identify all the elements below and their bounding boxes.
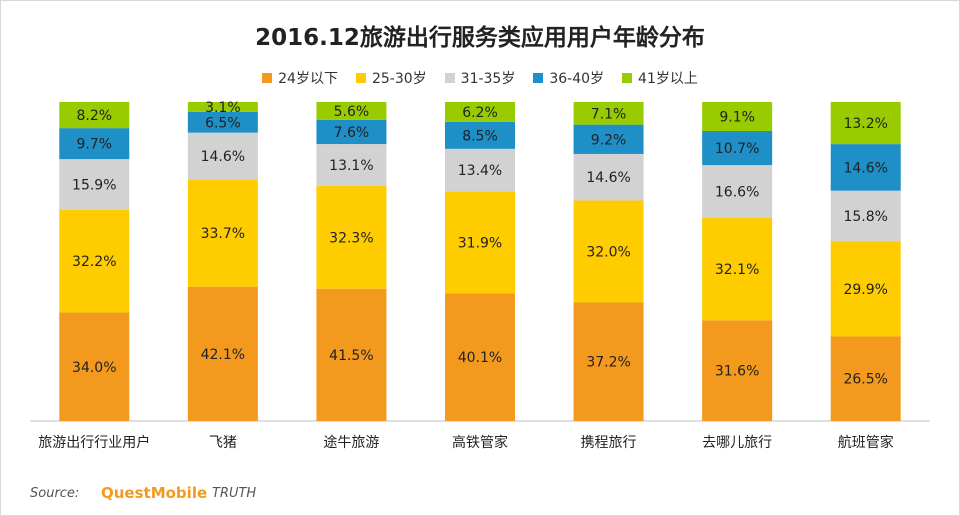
data-label: 8.5% [462,128,498,144]
legend-item-5: 41岁以上 [622,68,698,88]
bar-segment [830,102,901,145]
bar-segment [187,179,258,287]
brand-logo-text: QuestMobile [101,484,208,502]
bar-segment [187,111,258,133]
legend-item-4: 36-40岁 [533,68,604,88]
legend-label-4: 36-40岁 [549,71,605,87]
bar-segment [59,159,130,210]
source-label: Source: [30,486,80,501]
data-label: 37.2% [586,355,630,371]
legend-swatch-1 [262,73,273,83]
bar-segment [445,191,515,294]
category-label: 航班管家 [838,434,894,451]
bar-segment [445,121,515,149]
bar-segment [187,102,258,112]
bar-segment [573,153,644,201]
legend: 24岁以下 25-30岁 31-35岁 36-40岁 41岁以上 [0,68,960,88]
bar-segment [702,131,773,166]
data-label: 5.6% [334,104,370,120]
data-label: 10.7% [715,141,759,157]
bar-segment [830,241,901,337]
bar-segment [316,185,387,289]
category-label: 旅游出行行业用户 [38,434,150,451]
legend-item-2: 25-30岁 [355,68,427,88]
data-label: 14.6% [843,160,887,176]
legend-swatch-2 [355,73,366,83]
bar-segment [830,336,901,421]
data-label: 26.5% [843,372,887,388]
data-label: 7.1% [591,106,627,122]
data-label: 32.0% [586,244,630,260]
legend-label-2: 25-30岁 [371,71,427,87]
data-label: 33.7% [201,226,245,242]
bar-segment [445,293,515,421]
data-label: 9.1% [719,110,755,126]
data-label: 31.6% [715,364,759,380]
bar-segment [187,286,258,421]
data-label: 14.6% [586,170,630,186]
data-label: 6.5% [205,115,241,131]
data-label: 13.1% [329,158,373,174]
legend-swatch-3 [444,73,455,83]
bar-segment [830,190,901,242]
category-label: 去哪儿旅行 [702,435,772,451]
bar-segment [59,312,130,421]
legend-swatch-4 [533,73,544,83]
bar-segment [445,148,515,192]
data-label: 40.1% [458,350,502,366]
legend-item-1: 24岁以下 [262,68,338,88]
bar-segment [702,218,773,321]
bar-segment [702,165,773,218]
bar-segment [445,102,515,122]
bar-segment [316,119,387,145]
category-label: 携程旅行 [581,435,637,451]
bar-segment [59,209,130,313]
legend-label-1: 24岁以下 [278,71,338,87]
bar-segment [316,144,387,186]
data-label: 6.2% [462,105,498,121]
bar-segment [316,102,387,120]
data-label: 32.3% [329,230,373,246]
legend-item-3: 31-35岁 [444,68,516,88]
category-label: 途牛旅游 [323,434,379,451]
data-label: 3.1% [205,100,241,116]
data-label: 9.2% [591,132,627,148]
data-label: 31.9% [458,235,502,251]
bar-segment [702,320,773,421]
data-label: 34.0% [72,360,116,376]
bar-segment [59,102,130,129]
data-label: 32.2% [72,254,116,270]
data-label: 14.6% [201,149,245,165]
data-label: 15.8% [843,209,887,225]
data-label: 15.9% [72,177,116,193]
bar-segment [573,200,644,303]
bar-segment [702,102,773,131]
legend-swatch-5 [622,73,633,83]
data-label: 29.9% [843,282,887,298]
bar-segment [187,132,258,180]
legend-label-3: 31-35岁 [460,71,516,87]
chart-title: 2016.12旅游出行服务类应用用户年龄分布 [255,25,705,51]
data-label: 9.7% [76,137,112,153]
category-label: 高铁管家 [452,434,508,451]
bar-segment [573,102,644,125]
category-label: 飞猪 [209,435,237,451]
data-label: 13.2% [843,116,887,132]
data-label: 7.6% [334,125,370,141]
data-label: 42.1% [201,347,245,363]
legend-label-5: 41岁以上 [638,71,698,87]
bar-segment [59,128,130,160]
brand-suffix: TRUTH [212,486,257,501]
bar-segment [316,288,387,421]
data-label: 41.5% [329,348,373,364]
bar-segment [573,124,644,154]
data-label: 32.1% [715,262,759,278]
data-label: 16.6% [715,185,759,201]
bar-segment [830,144,901,191]
bar-segment [573,302,644,421]
data-label: 13.4% [458,163,502,179]
data-label: 8.2% [76,108,112,124]
